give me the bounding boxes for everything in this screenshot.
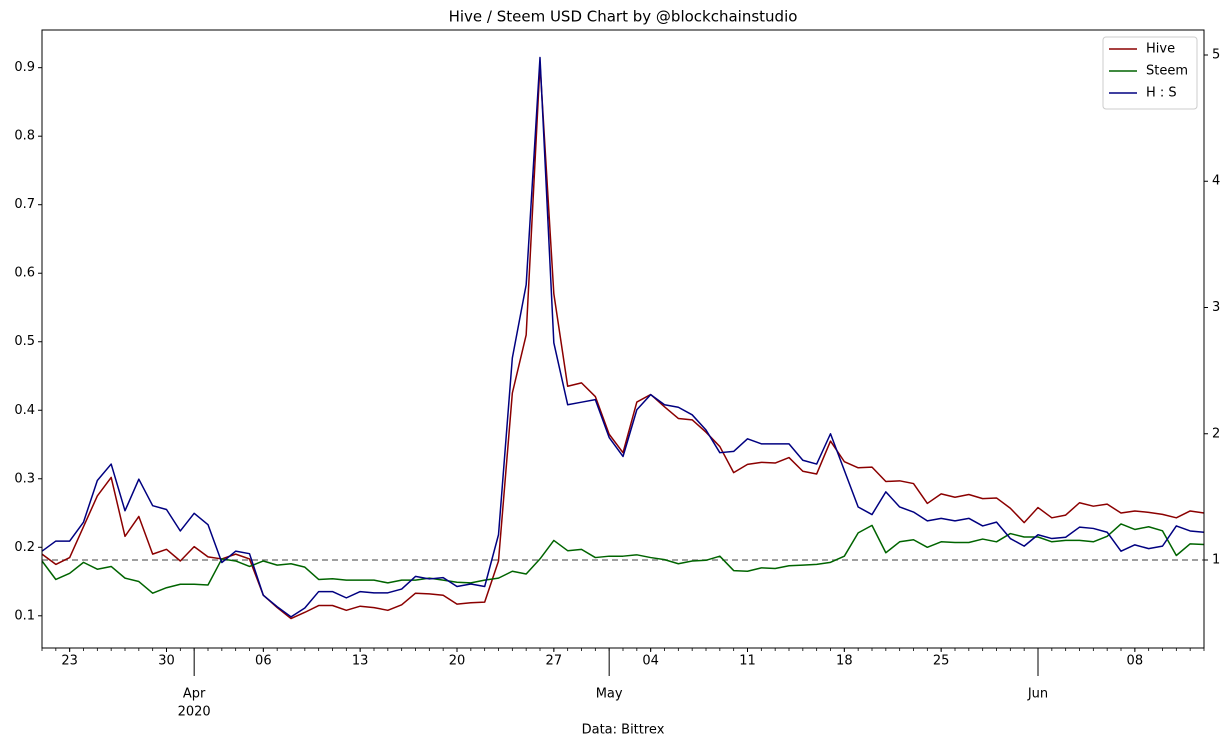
- plot-frame: [41, 29, 1205, 649]
- x-tick-label: 11: [739, 654, 756, 669]
- y2-tick-label: 1: [1212, 553, 1220, 568]
- y-tick-label: 0.6: [14, 266, 35, 281]
- x-major-tick-label: May: [596, 687, 623, 702]
- x-tick-label: 23: [61, 654, 78, 669]
- y-tick-label: 0.3: [14, 471, 35, 486]
- y2-tick-label: 2: [1212, 426, 1220, 441]
- x-axis-label: Data: Bittrex: [582, 723, 665, 738]
- legend-label: Steem: [1146, 64, 1188, 79]
- y2-tick-label: 3: [1212, 300, 1220, 315]
- y-tick-label: 0.1: [14, 608, 35, 623]
- chart-title: Hive / Steem USD Chart by @blockchainstu…: [449, 8, 798, 26]
- series-line: [41, 63, 1205, 620]
- legend-label: H : S: [1146, 86, 1177, 101]
- x-tick-label: 08: [1127, 654, 1144, 669]
- y-tick-label: 0.5: [14, 334, 35, 349]
- y-tick-label: 0.9: [14, 60, 35, 75]
- x-tick-label: 30: [158, 654, 175, 669]
- x-year-label: 2020: [178, 705, 211, 720]
- series-line: [41, 523, 1205, 594]
- y-tick-label: 0.2: [14, 540, 35, 555]
- x-tick-label: 20: [449, 654, 466, 669]
- legend-box: [1102, 36, 1198, 110]
- y-tick-label: 0.7: [14, 197, 35, 212]
- x-tick-label: 04: [642, 654, 659, 669]
- y-tick-label: 0.8: [14, 129, 35, 144]
- x-tick-label: 06: [255, 654, 272, 669]
- x-tick-label: 18: [836, 654, 853, 669]
- x-tick-label: 13: [352, 654, 369, 669]
- series-line: [41, 56, 1205, 618]
- x-tick-label: 27: [546, 654, 563, 669]
- x-major-tick-label: Jun: [1027, 687, 1048, 702]
- legend-label: Hive: [1146, 42, 1175, 57]
- x-major-tick-label: Apr: [183, 687, 206, 702]
- y2-tick-label: 5: [1212, 47, 1220, 62]
- x-tick-label: 25: [933, 654, 950, 669]
- y2-tick-label: 4: [1212, 174, 1220, 189]
- y-tick-label: 0.4: [14, 403, 35, 418]
